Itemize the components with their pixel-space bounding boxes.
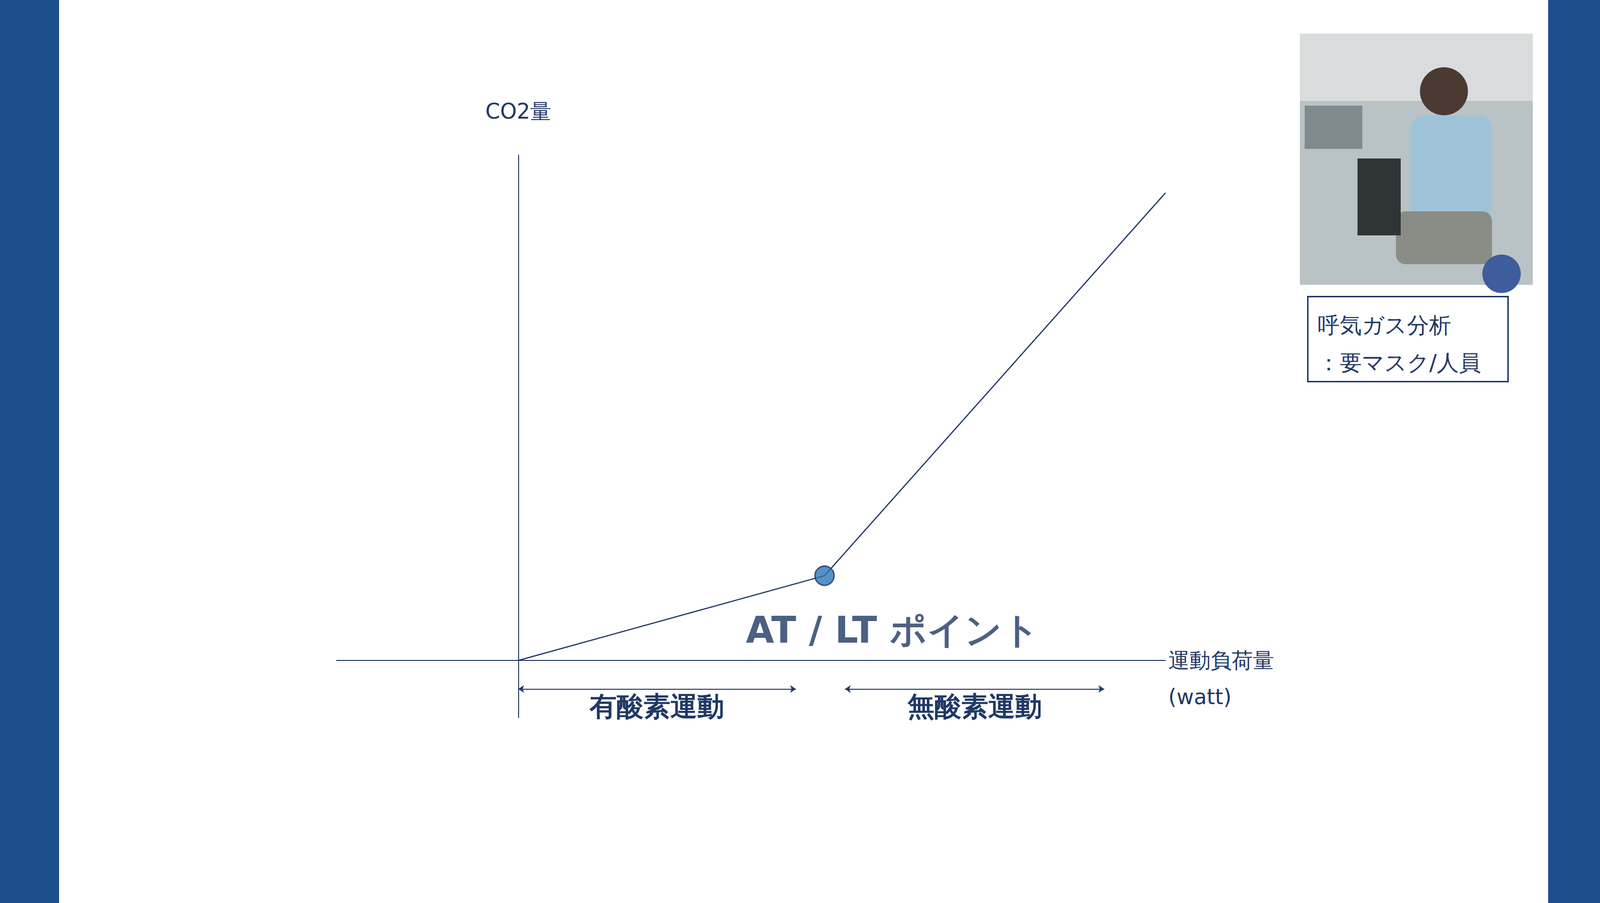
svg-text:AT / LT ポイント: AT / LT ポイント	[745, 608, 1040, 652]
svg-text:：要マスク/人員: ：要マスク/人員	[1317, 349, 1482, 376]
svg-text:CO2量: CO2量	[485, 98, 552, 124]
svg-text:有酸素運動: 有酸素運動	[588, 690, 725, 722]
svg-text:(watt): (watt)	[1168, 684, 1232, 709]
svg-text:無酸素運動: 無酸素運動	[907, 690, 1043, 722]
svg-text:呼気ガス分析: 呼気ガス分析	[1317, 312, 1452, 339]
svg-text:運動負荷量: 運動負荷量	[1168, 647, 1274, 673]
